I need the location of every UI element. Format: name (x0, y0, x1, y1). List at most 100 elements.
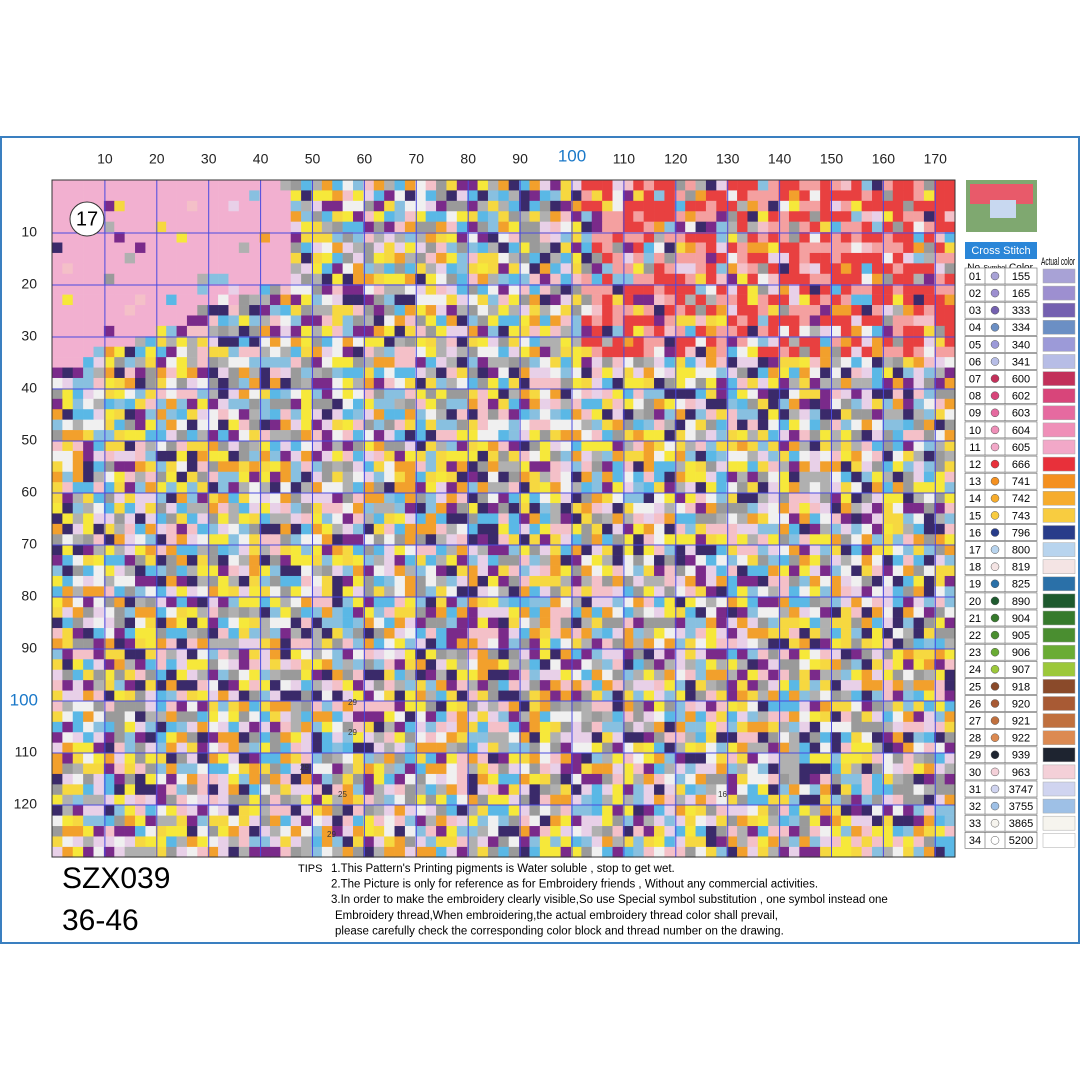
stitch-cell (923, 346, 935, 358)
stitch-cell (404, 513, 416, 525)
stitch-cell (861, 398, 873, 410)
stitch-cell (591, 430, 603, 441)
stitch-cell (664, 513, 676, 525)
stitch-cell (436, 534, 447, 545)
stitch-cell (93, 742, 105, 754)
stitch-cell (83, 346, 94, 358)
stitch-cell (923, 211, 935, 222)
stitch-cell (259, 586, 271, 598)
stitch-cell (103, 586, 115, 598)
stitch-cell (664, 232, 676, 243)
stitch-cell (539, 450, 551, 462)
stitch-cell (664, 669, 676, 681)
stitch-cell (757, 575, 769, 587)
stitch-cell (633, 284, 644, 295)
stitch-cell (218, 669, 229, 681)
stitch-cell (498, 419, 510, 431)
stitch-cell (52, 440, 63, 452)
stitch-cell (591, 586, 603, 598)
stitch-cell (529, 461, 541, 473)
stitch-cell (529, 419, 541, 431)
stitch-cell (249, 450, 260, 462)
stitch-cell (249, 284, 260, 295)
stitch-cell (62, 273, 74, 285)
stitch-cell (332, 544, 343, 556)
stitch-cell (923, 180, 935, 191)
stitch-cell (404, 305, 416, 316)
stitch-cell (612, 409, 624, 420)
stitch-cell (903, 690, 914, 702)
stitch-cell (529, 471, 541, 483)
stitch-cell (591, 596, 603, 608)
stitch-cell (664, 461, 676, 473)
stitch-cell (809, 367, 821, 379)
stitch-cell (166, 503, 177, 514)
stitch-cell (72, 503, 84, 514)
stitch-cell (176, 357, 188, 368)
stitch-cell (311, 263, 323, 275)
stitch-cell (622, 200, 634, 212)
stitch-cell (923, 242, 935, 254)
stitch-cell (560, 398, 572, 410)
stitch-cell (612, 523, 624, 535)
stitch-cell (218, 221, 229, 233)
stitch-cell (851, 711, 862, 723)
stitch-cell (923, 565, 935, 577)
stitch-cell (757, 742, 769, 754)
stitch-cell (539, 180, 551, 191)
stitch-cell (851, 357, 862, 368)
stitch-cell (83, 523, 94, 535)
stitch-cell (176, 721, 188, 733)
stitch-cell (394, 336, 406, 348)
stitch-cell (695, 419, 707, 431)
stitch-cell (404, 753, 416, 764)
stitch-cell (654, 263, 665, 275)
stitch-cell (446, 534, 458, 545)
stitch-cell (384, 211, 395, 222)
stitch-cell (103, 471, 115, 483)
stitch-cell (373, 315, 385, 327)
stitch-cell (228, 680, 240, 691)
stitch-cell (612, 555, 624, 566)
stitch-cell (135, 669, 146, 681)
stitch-cell (508, 638, 520, 650)
stitch-cell (436, 690, 447, 702)
stitch-cell (705, 450, 717, 462)
stitch-cell (269, 565, 281, 577)
stitch-cell (197, 648, 208, 660)
stitch-cell (124, 690, 136, 702)
stitch-cell (674, 357, 686, 368)
stitch-cell (404, 596, 416, 608)
stitch-cell (664, 419, 676, 431)
stitch-cell (643, 273, 655, 285)
stitch-cell (311, 409, 323, 420)
stitch-cell (519, 367, 530, 379)
stitch-cell (622, 409, 634, 420)
stitch-cell (903, 325, 914, 337)
stitch-cell (809, 680, 821, 691)
stitch-cell (218, 690, 229, 702)
stitch-cell (228, 325, 240, 337)
stitch-cell (872, 628, 883, 639)
stitch-cell (830, 586, 842, 598)
stitch-cell (384, 565, 395, 577)
stitch-cell (643, 388, 655, 400)
stitch-cell (664, 325, 676, 337)
stitch-cell (218, 409, 229, 420)
stitch-cell (456, 596, 468, 608)
stitch-cell (467, 357, 478, 368)
stitch-cell (290, 492, 302, 504)
stitch-cell (560, 388, 572, 400)
stitch-cell (394, 701, 406, 712)
stitch-cell (539, 461, 551, 473)
stitch-cell (903, 482, 914, 493)
stitch-cell (301, 325, 312, 337)
stitch-cell (145, 565, 157, 577)
stitch-cell (166, 200, 177, 212)
stitch-cell (633, 732, 644, 743)
stitch-cell (52, 346, 63, 358)
stitch-cell (757, 763, 769, 775)
stitch-cell (373, 763, 385, 775)
stitch-cell (249, 659, 260, 671)
stitch-cell (643, 711, 655, 723)
